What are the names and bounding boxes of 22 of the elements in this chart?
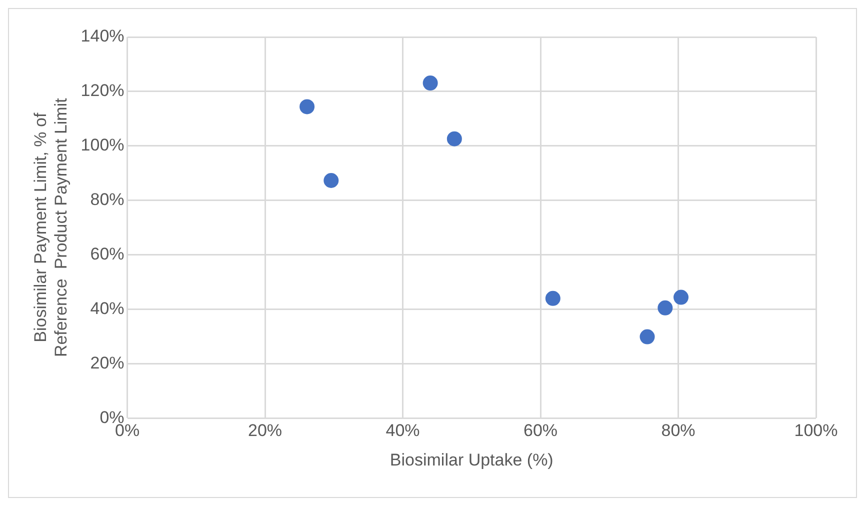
x-tick-label: 40% [386, 421, 420, 440]
y-tick-label: 120% [80, 81, 124, 100]
point [446, 131, 462, 146]
x-tick-label: 100% [794, 421, 838, 440]
point [658, 300, 673, 316]
y-tick-label: 140% [80, 26, 124, 46]
x-tick-label: 80% [661, 421, 696, 440]
point [300, 99, 315, 114]
point [545, 290, 560, 306]
x-tick-label: 60% [523, 421, 558, 440]
x-tick-label: 20% [248, 421, 282, 440]
point [674, 290, 689, 305]
y-tick-label: 40% [90, 298, 124, 318]
y-axis-title: Biosimilar Payment Limit, % of Reference Product Payment Limit [30, 98, 70, 358]
x-axis-title: Biosimilar Uptake (%) [390, 450, 554, 470]
point [324, 172, 339, 188]
point [640, 329, 655, 344]
y-tick-label: 80% [90, 190, 124, 210]
y-tick-label: 20% [90, 353, 124, 372]
y-tick-label: 60% [90, 244, 124, 264]
y-tick-label: 100% [80, 136, 124, 155]
point [422, 76, 438, 91]
